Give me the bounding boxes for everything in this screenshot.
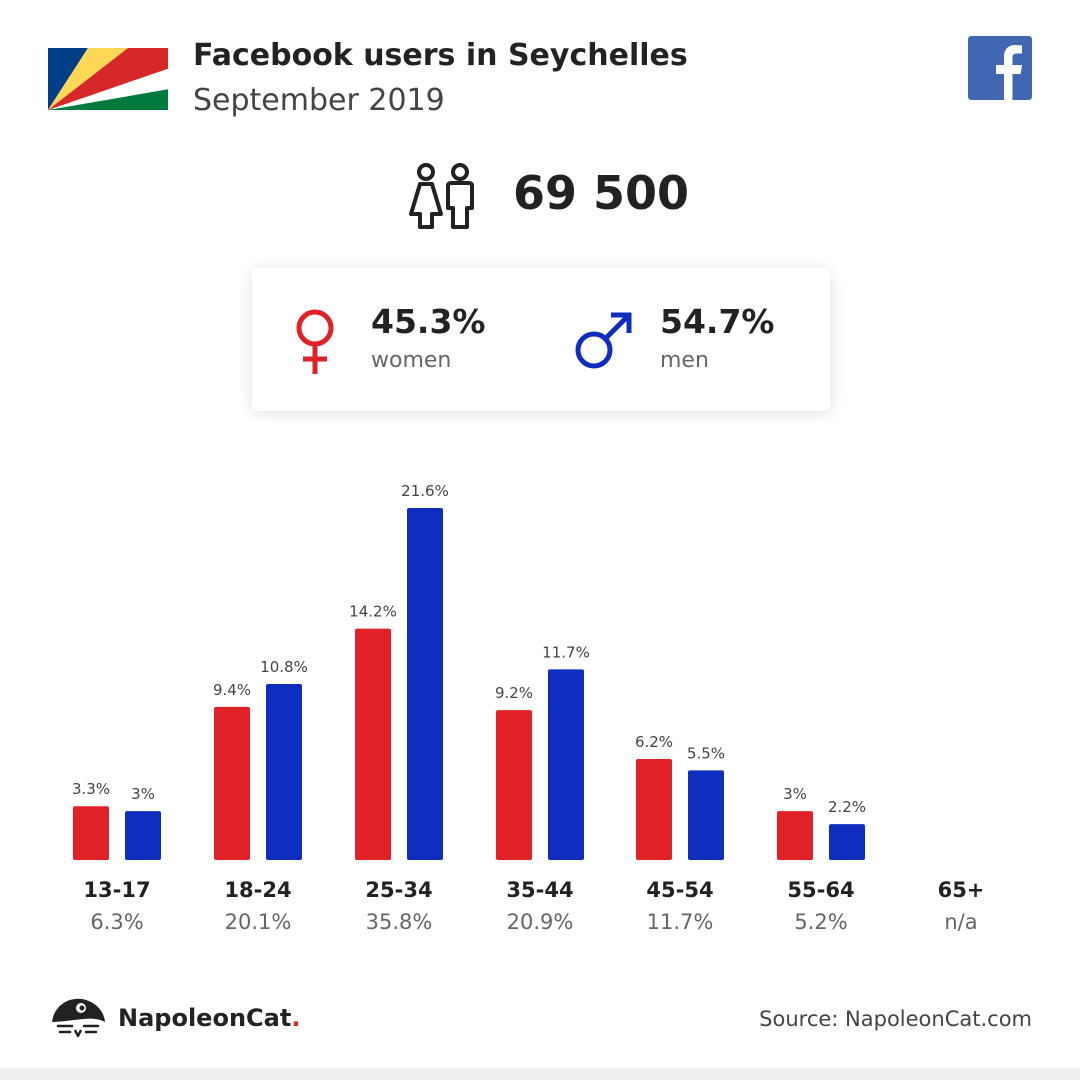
bar-men-25-34 xyxy=(407,508,443,860)
bar-men-13-17 xyxy=(125,811,161,860)
bar-value-label-men-45-54: 5.5% xyxy=(687,744,725,762)
page-subtitle: September 2019 xyxy=(193,83,445,118)
age-group-18-24: 18-24 20.1% xyxy=(198,878,318,934)
bar-value-label-women-13-17: 3.3% xyxy=(72,780,110,798)
age-group-65-plus: 65+ n/a xyxy=(901,878,1021,934)
page-title: Facebook users in Seychelles xyxy=(193,38,688,73)
age-share-label: n/a xyxy=(944,910,978,934)
gender-split-card: 45.3% women 54.7% men xyxy=(252,268,830,411)
age-share-label: 20.1% xyxy=(224,910,292,934)
women-label: women xyxy=(371,348,452,373)
bar-value-label-women-35-44: 9.2% xyxy=(495,684,533,702)
bar-men-18-24 xyxy=(266,684,302,860)
bar-value-label-women-55-64: 3% xyxy=(783,785,807,803)
people-icon xyxy=(409,163,474,229)
men-label: men xyxy=(660,348,709,373)
male-symbol-icon xyxy=(575,312,632,369)
age-gender-bar-chart: 3.3% 3% 9.4% 10.8% 14.2% 21.6% 9.2% 11.7% 6.2% 5.… xyxy=(72,482,866,860)
men-percent: 54.7% xyxy=(660,302,775,341)
bar-value-label-women-45-54: 6.2% xyxy=(635,733,673,751)
age-share-label: 5.2% xyxy=(794,910,848,934)
bar-value-label-men-55-64: 2.2% xyxy=(828,798,866,816)
age-range-label: 13-17 xyxy=(83,878,151,902)
age-share-label: 11.7% xyxy=(646,910,714,934)
age-group-45-54: 45-54 11.7% xyxy=(620,878,740,934)
age-range-label: 65+ xyxy=(937,878,985,902)
brand-name: NapoleonCat xyxy=(118,1004,292,1032)
bar-women-18-24 xyxy=(214,706,250,860)
age-share-label: 6.3% xyxy=(90,910,144,934)
age-group-25-34: 25-34 35.8% xyxy=(339,878,459,934)
age-range-label: 55-64 xyxy=(787,878,855,902)
age-share-label: 20.9% xyxy=(506,910,574,934)
age-range-label: 45-54 xyxy=(646,878,714,902)
age-group-55-64: 55-64 5.2% xyxy=(761,878,881,934)
age-group-13-17: 13-17 6.3% xyxy=(57,878,177,934)
bar-men-55-64 xyxy=(829,824,865,860)
bar-value-label-men-35-44: 11.7% xyxy=(542,643,590,661)
facebook-logo-icon xyxy=(968,36,1032,100)
bar-value-label-men-18-24: 10.8% xyxy=(260,658,308,676)
bar-women-25-34 xyxy=(355,628,391,860)
bottom-strip xyxy=(0,1068,1080,1080)
female-symbol-icon xyxy=(296,309,334,374)
bar-value-label-women-25-34: 14.2% xyxy=(349,603,397,621)
age-group-35-44: 35-44 20.9% xyxy=(480,878,600,934)
bar-value-label-men-13-17: 3% xyxy=(131,785,155,803)
footer-brand: NapoleonCat. xyxy=(118,1004,300,1032)
bar-women-55-64 xyxy=(777,811,813,860)
age-range-label: 25-34 xyxy=(365,878,433,902)
age-range-label: 18-24 xyxy=(224,878,292,902)
bar-women-13-17 xyxy=(73,806,109,860)
brand-dot: . xyxy=(291,1004,301,1032)
bar-women-45-54 xyxy=(636,758,672,860)
bar-men-35-44 xyxy=(548,669,584,860)
napoleoncat-logo-icon xyxy=(52,998,105,1038)
women-percent: 45.3% xyxy=(371,302,486,341)
bar-value-label-men-25-34: 21.6% xyxy=(401,482,449,500)
source-text: Source: NapoleonCat.com xyxy=(759,1007,1032,1031)
total-users-value: 69 500 xyxy=(513,166,690,220)
bar-men-45-54 xyxy=(688,770,724,860)
bar-women-35-44 xyxy=(496,710,532,860)
age-range-label: 35-44 xyxy=(506,878,574,902)
bar-value-label-women-18-24: 9.4% xyxy=(213,681,251,699)
seychelles-flag-icon xyxy=(48,48,168,110)
age-share-label: 35.8% xyxy=(365,910,433,934)
